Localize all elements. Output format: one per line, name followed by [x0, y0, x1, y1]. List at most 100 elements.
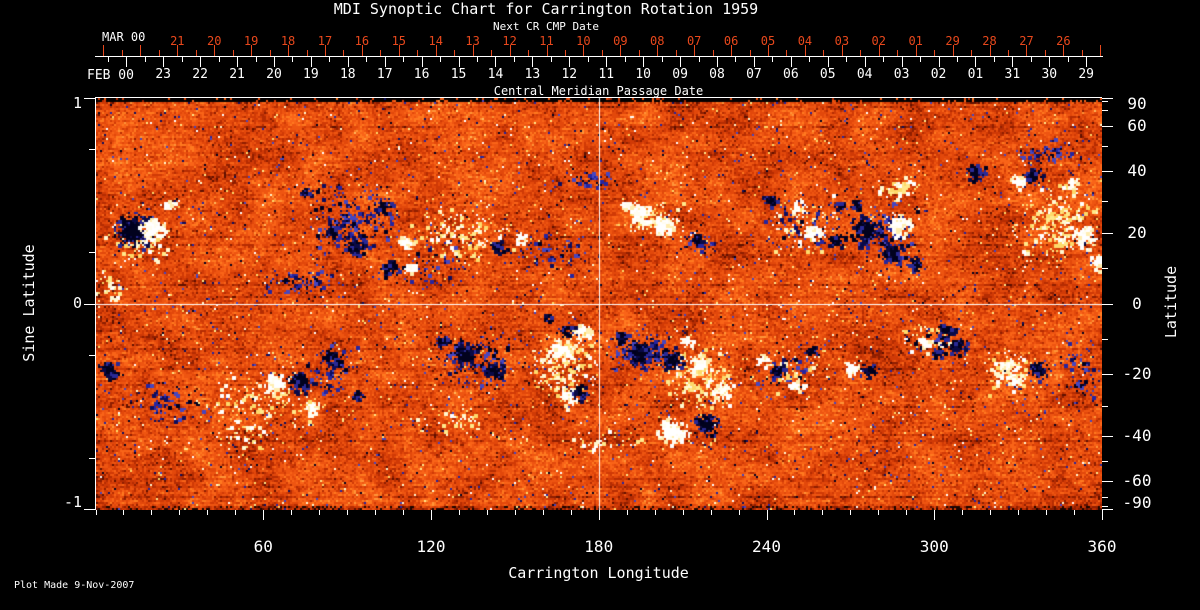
cmp-major-tick — [532, 56, 534, 67]
cmp-minor-tick — [624, 56, 626, 62]
next-cr-tick-label: 18 — [280, 34, 296, 48]
cmp-minor-tick — [477, 56, 479, 62]
lat-tick — [1102, 200, 1108, 202]
lon-tick — [766, 510, 768, 520]
cmp-major-tick — [200, 56, 202, 67]
cmp-tick-label: 31 — [1004, 67, 1021, 82]
cmp-tick-label: 16 — [413, 67, 430, 82]
cmp-minor-tick — [587, 56, 589, 62]
lat-tick — [1102, 146, 1108, 148]
cmp-minor-tick — [735, 56, 737, 62]
sine-lat-tick-label: 1 — [72, 94, 82, 112]
next-cr-minor-tick — [897, 50, 899, 56]
lon-tick — [375, 510, 377, 515]
next-cr-tick-label: 29 — [945, 34, 960, 48]
cmp-major-tick — [495, 56, 497, 67]
lat-tick-label: -40 — [1122, 425, 1152, 445]
lon-tick — [319, 510, 321, 515]
next-cr-major-tick — [251, 45, 253, 56]
cmp-tick-label: 29 — [1078, 67, 1095, 82]
cmp-tick-label: 12 — [561, 67, 578, 82]
next-cr-major-tick — [435, 45, 437, 56]
cmp-major-tick — [347, 56, 349, 67]
next-cr-tick-label: 05 — [760, 34, 776, 48]
lon-tick — [347, 510, 349, 515]
cmp-minor-tick — [440, 56, 442, 62]
lon-tick — [598, 510, 600, 520]
cmp-minor-tick — [993, 56, 995, 62]
cmp-minor-tick — [218, 56, 220, 62]
cmp-major-tick — [273, 56, 275, 67]
chart-title: MDI Synoptic Chart for Carrington Rotati… — [333, 0, 759, 18]
cmp-major-tick — [1086, 56, 1088, 67]
cmp-major-tick — [827, 56, 829, 67]
cmp-major-tick — [753, 56, 755, 67]
next-cr-minor-tick — [121, 50, 123, 56]
cmp-tick-label: 06 — [783, 67, 799, 82]
next-cr-tick-label: 04 — [797, 34, 813, 48]
lon-tick — [207, 510, 209, 515]
lat-tick-label: 60 — [1127, 115, 1147, 135]
cmp-tick-label: 04 — [856, 67, 873, 82]
cmp-minor-tick — [1030, 56, 1032, 62]
next-cr-minor-tick — [712, 50, 714, 56]
next-cr-major-tick — [915, 45, 917, 56]
next-cr-major-tick — [398, 45, 400, 56]
lon-tick-label: 360 — [1087, 537, 1117, 556]
cmp-tick-label: 13 — [524, 67, 541, 82]
cmp-major-tick — [569, 56, 571, 67]
lat-tick — [1102, 406, 1108, 408]
next-cr-tick-label: 27 — [1019, 34, 1034, 48]
cmp-minor-tick — [920, 56, 922, 62]
sine-lat-minor-tick — [89, 149, 95, 151]
cmp-minor-tick — [550, 56, 552, 62]
lon-tick — [95, 510, 97, 515]
next-cr-tick-label: 03 — [834, 34, 850, 48]
next-cr-tick-label: 17 — [317, 34, 333, 48]
next-cr-major-tick — [989, 45, 991, 56]
lat-tick — [1102, 435, 1113, 437]
next-cr-major-tick — [768, 45, 770, 56]
next-cr-tick-label: 13 — [465, 34, 480, 48]
cmp-major-tick — [458, 56, 460, 67]
sine-lat-major-tick — [84, 303, 95, 305]
sine-lat-tick-label: 0 — [72, 293, 82, 312]
next-cr-minor-tick — [343, 50, 345, 56]
lon-tick — [738, 510, 740, 515]
cmp-tick-label: 05 — [819, 67, 836, 82]
cmp-minor-tick — [772, 56, 774, 62]
y-axis-left-title: Sine Latitude — [20, 244, 39, 362]
next-cr-tick-label: 12 — [502, 34, 517, 48]
next-cr-major-tick — [177, 45, 179, 56]
lat-tick — [1102, 339, 1108, 341]
next-cr-minor-tick — [823, 50, 825, 56]
next-cr-major-tick — [952, 45, 954, 56]
lon-tick — [291, 510, 293, 515]
next-cr-minor-tick — [195, 50, 197, 56]
next-cr-minor-tick — [306, 50, 308, 56]
lat-tick — [1102, 171, 1113, 173]
lat-tick-label: 20 — [1127, 223, 1147, 243]
next-cr-minor-tick — [380, 50, 382, 56]
next-cr-tick-label: 15 — [391, 34, 407, 48]
next-cr-minor-tick — [1044, 50, 1046, 56]
next-cr-major-tick — [324, 45, 326, 56]
next-cr-minor-tick — [417, 50, 419, 56]
next-cr-tick-label: 28 — [982, 34, 997, 48]
cmp-major-tick — [421, 56, 423, 67]
cmp-tick-label: 01 — [967, 67, 984, 82]
lon-tick — [1018, 510, 1020, 515]
cmp-tick-label: 19 — [303, 67, 319, 82]
next-cr-minor-tick — [491, 50, 493, 56]
lon-tick — [542, 510, 544, 515]
cmp-major-tick — [938, 56, 940, 67]
sine-lat-major-tick — [84, 98, 95, 99]
cmp-tick-label: 20 — [266, 67, 282, 82]
next-cr-tick-label: 16 — [354, 34, 370, 48]
lon-tick — [878, 510, 880, 515]
next-cr-tick-label: 06 — [723, 34, 739, 48]
lon-tick — [654, 510, 656, 515]
lat-tick-label: 0 — [1132, 293, 1142, 313]
lon-tick — [458, 510, 460, 515]
sine-lat-major-tick — [84, 509, 95, 510]
